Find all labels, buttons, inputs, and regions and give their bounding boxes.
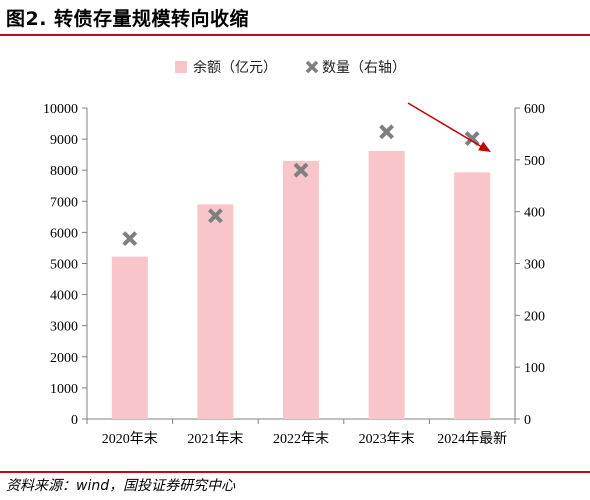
legend: 余额（亿元） 数量（右轴） bbox=[175, 59, 406, 76]
x-marker-stroke bbox=[207, 208, 223, 224]
y-right-tick-label: 500 bbox=[524, 154, 545, 169]
bar bbox=[283, 160, 319, 419]
x-marker bbox=[464, 131, 480, 146]
y-right-tick-label: 300 bbox=[524, 258, 545, 273]
legend-bar-label: 余额（亿元） bbox=[193, 59, 277, 76]
x-tick-label: 2022年末 bbox=[273, 431, 329, 447]
markers bbox=[122, 124, 480, 247]
bars bbox=[111, 150, 491, 419]
x-tick-label: 2020年末 bbox=[102, 431, 158, 447]
y-right-tick-label: 100 bbox=[524, 361, 545, 376]
x-marker bbox=[293, 162, 309, 178]
bar bbox=[111, 256, 148, 419]
trend-arrow-head bbox=[478, 141, 491, 152]
y-left-tick-label: 6000 bbox=[50, 226, 78, 241]
x-tick-label: 2024年最新 bbox=[437, 431, 507, 447]
title-rule bbox=[0, 34, 590, 36]
y-left-tick-label: 7000 bbox=[50, 195, 78, 210]
x-tick-label: 2023年末 bbox=[359, 431, 415, 447]
x-marker-stroke bbox=[464, 131, 480, 146]
x-marker-stroke bbox=[122, 231, 138, 247]
legend-marker-label: 数量（右轴） bbox=[322, 60, 406, 76]
y-left-tick-label: 1000 bbox=[50, 382, 78, 397]
y-right-tick-label: 0 bbox=[524, 413, 531, 428]
y-left-tick-label: 0 bbox=[71, 413, 78, 428]
x-marker-stroke bbox=[379, 124, 395, 140]
y-left-tick-label: 3000 bbox=[50, 320, 78, 335]
y-left-tick-label: 4000 bbox=[50, 289, 78, 304]
x-tick-label: 2021年末 bbox=[187, 431, 243, 447]
y-left-tick-label: 9000 bbox=[50, 133, 78, 148]
x-marker bbox=[122, 231, 138, 247]
trend-arrow-shaft bbox=[407, 102, 483, 148]
bar bbox=[454, 172, 491, 419]
x-marker bbox=[207, 208, 223, 224]
bar bbox=[197, 204, 234, 419]
y-right-tick-label: 600 bbox=[524, 102, 545, 117]
figure-title: 图2. 转债存量规模转向收缩 bbox=[6, 8, 250, 30]
y-right-tick-label: 400 bbox=[524, 206, 545, 221]
axes: 0100020003000400050006000700080009000100… bbox=[43, 102, 545, 447]
bar bbox=[368, 150, 405, 419]
annotation bbox=[407, 102, 491, 152]
x-marker-stroke bbox=[293, 162, 309, 178]
x-marker bbox=[379, 124, 395, 140]
y-left-tick-label: 5000 bbox=[50, 258, 78, 273]
legend-bar-swatch bbox=[175, 61, 187, 73]
y-left-tick-label: 2000 bbox=[50, 351, 78, 366]
y-left-tick-label: 10000 bbox=[43, 102, 78, 117]
chart: 余额（亿元） 数量（右轴） 010002000300040005000600070… bbox=[43, 59, 545, 447]
legend-marker-swatch bbox=[305, 60, 319, 74]
source-rule bbox=[0, 471, 590, 473]
y-right-tick-label: 200 bbox=[524, 309, 545, 324]
source-note: 资料来源：wind，国投证券研究中心 bbox=[6, 478, 236, 494]
y-left-tick-label: 8000 bbox=[50, 164, 78, 179]
